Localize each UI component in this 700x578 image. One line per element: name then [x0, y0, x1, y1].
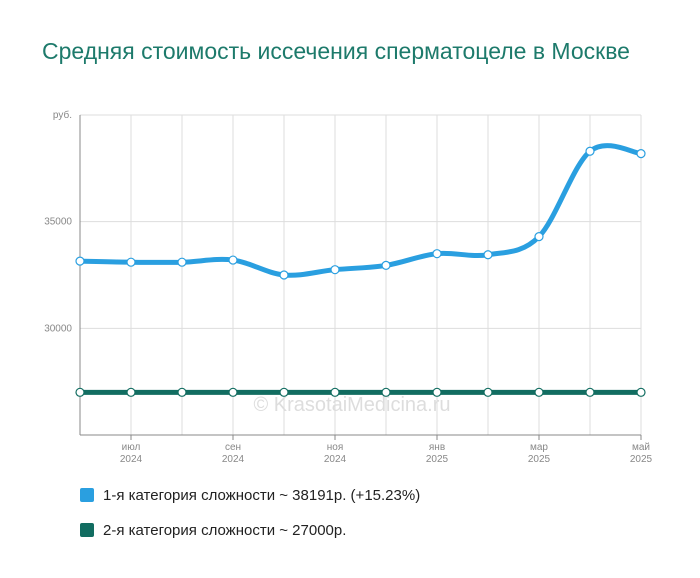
- series-2-point: [534, 387, 544, 397]
- grid: [80, 114, 642, 435]
- series-2-point: [279, 387, 289, 397]
- series-2-point: [228, 387, 238, 397]
- x-tick-label-year: 2025: [528, 454, 551, 465]
- x-tick-label-month: янв: [429, 442, 445, 453]
- series-1-point: [228, 255, 238, 265]
- series-2-point: [585, 387, 595, 397]
- series-1-point: [483, 250, 493, 260]
- x-tick-label-month: июл: [122, 442, 141, 453]
- y-axis-unit-label: руб.: [53, 109, 72, 121]
- x-tick-label-year: 2025: [426, 454, 449, 465]
- series-1-point: [330, 265, 340, 275]
- x-tick-label-year: 2024: [120, 454, 143, 465]
- series-1-point: [177, 257, 187, 267]
- series-2-point: [330, 387, 340, 397]
- series-2-point: [432, 387, 442, 397]
- x-tick-label-year: 2024: [324, 454, 347, 465]
- series-1-point: [279, 270, 289, 280]
- x-tick-label-month: ноя: [327, 442, 344, 453]
- x-tick-label-month: май: [632, 442, 650, 453]
- series-2-point: [483, 387, 493, 397]
- y-tick-label: 35000: [44, 217, 72, 228]
- legend-label-series-2: 2-я категория сложности ~ 27000р.: [103, 521, 347, 539]
- series-1-point: [126, 257, 136, 267]
- y-tick-label: 30000: [44, 323, 72, 334]
- series-2-point: [75, 387, 85, 397]
- x-tick-label-year: 2025: [630, 454, 653, 465]
- legend-swatch-series-1: [80, 488, 94, 502]
- series-2-point: [177, 387, 187, 397]
- legend-item-series-1[interactable]: 1-я категория сложности ~ 38191р. (+15.2…: [80, 484, 640, 506]
- series-1-point: [585, 146, 595, 156]
- series-1-point: [381, 260, 391, 270]
- chart-title: Средняя стоимость иссечения сперматоцеле…: [42, 38, 630, 64]
- series-1-point: [534, 232, 544, 242]
- series-1-point: [75, 256, 85, 266]
- x-tick-label-year: 2024: [222, 454, 245, 465]
- legend-label-series-1: 1-я категория сложности ~ 38191р. (+15.2…: [103, 486, 421, 504]
- series-1-line: [77, 143, 644, 278]
- series-2-point: [126, 387, 136, 397]
- series-2-point: [636, 387, 646, 397]
- legend-swatch-series-2: [80, 523, 94, 537]
- x-tick-label-month: мар: [530, 442, 548, 453]
- series-lines: [75, 143, 646, 397]
- legend-item-series-2[interactable]: 2-я категория сложности ~ 27000р.: [80, 519, 640, 541]
- x-tick-label-month: сен: [225, 442, 241, 453]
- series-2-point: [381, 387, 391, 397]
- series-1-point: [636, 148, 646, 159]
- series-1-point: [432, 249, 442, 259]
- axes: 3000035000руб.июл2024сен2024ноя2024янв20…: [44, 109, 652, 465]
- watermark: © KrasotaiMedicina.ru: [253, 394, 450, 416]
